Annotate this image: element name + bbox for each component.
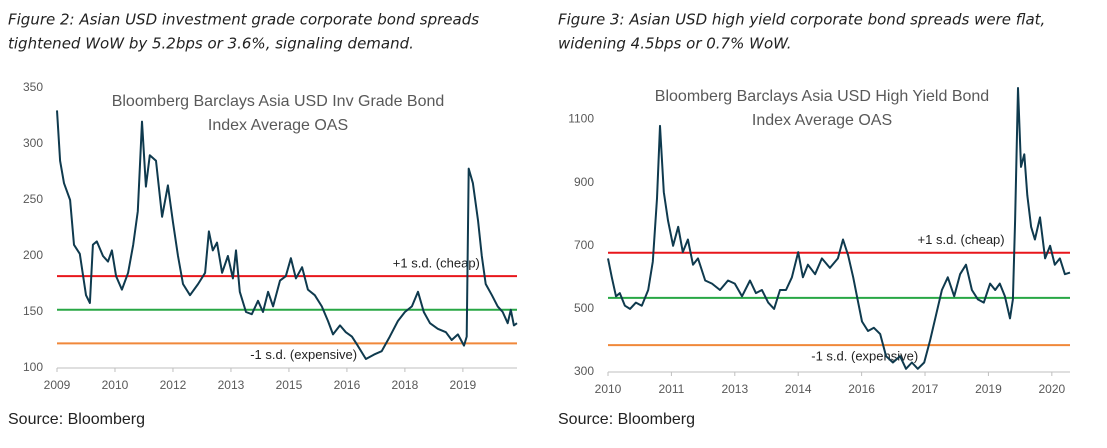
figure-caption: Figure 2: Asian USD investment grade cor…: [8, 11, 479, 29]
x-tick-label: 2013: [721, 382, 748, 396]
x-tick-label: 2019: [450, 378, 477, 392]
x-tick-label: 2016: [848, 382, 875, 396]
figure-caption: widening 4.5bps or 0.7% WoW.: [558, 35, 792, 53]
chart-title: Bloomberg Barclays Asia USD Inv Grade Bo…: [112, 93, 445, 110]
y-tick-label: 300: [574, 364, 594, 378]
x-tick-label: 2010: [595, 382, 622, 396]
y-tick-label: 250: [23, 192, 43, 206]
y-tick-label: 150: [23, 304, 43, 318]
x-tick-label: 2020: [1038, 382, 1065, 396]
y-tick-label: 300: [23, 136, 43, 150]
x-tick-label: 2015: [276, 378, 303, 392]
x-tick-label: 2011: [658, 382, 684, 396]
chart-title: Bloomberg Barclays Asia USD High Yield B…: [655, 88, 989, 105]
x-tick-label: 2009: [44, 378, 71, 392]
x-tick-label: 2013: [218, 378, 245, 392]
x-tick-label: 2018: [392, 378, 419, 392]
x-tick-label: 2017: [912, 382, 939, 396]
x-tick-label: 2010: [102, 378, 129, 392]
spread-line: [607, 87, 1071, 370]
figure-caption: Figure 3: Asian USD high yield corporate…: [558, 11, 1045, 29]
chart-title: Index Average OAS: [752, 112, 892, 129]
x-tick-label: 2019: [975, 382, 1002, 396]
source: Source: Bloomberg: [8, 411, 145, 428]
figure-caption: tightened WoW by 5.2bps or 3.6%, signali…: [8, 35, 414, 53]
x-tick-label: 2012: [160, 378, 187, 392]
spread-line: [56, 110, 518, 360]
reference-label: +1 s.d. (cheap): [393, 256, 480, 271]
y-tick-label: 900: [574, 175, 594, 189]
y-tick-label: 350: [23, 80, 43, 94]
chart-title: Index Average OAS: [208, 117, 348, 134]
reference-label: +1 s.d. (cheap): [918, 232, 1005, 247]
y-tick-label: 500: [574, 301, 594, 315]
source: Source: Bloomberg: [558, 411, 695, 428]
y-tick-label: 1100: [568, 112, 594, 126]
x-tick-label: 2016: [334, 378, 361, 392]
reference-label: -1 s.d. (expensive): [250, 347, 357, 362]
y-tick-label: 200: [23, 248, 43, 262]
y-tick-label: 100: [23, 360, 43, 374]
x-tick-label: 2014: [785, 382, 812, 396]
y-tick-label: 700: [574, 238, 594, 252]
